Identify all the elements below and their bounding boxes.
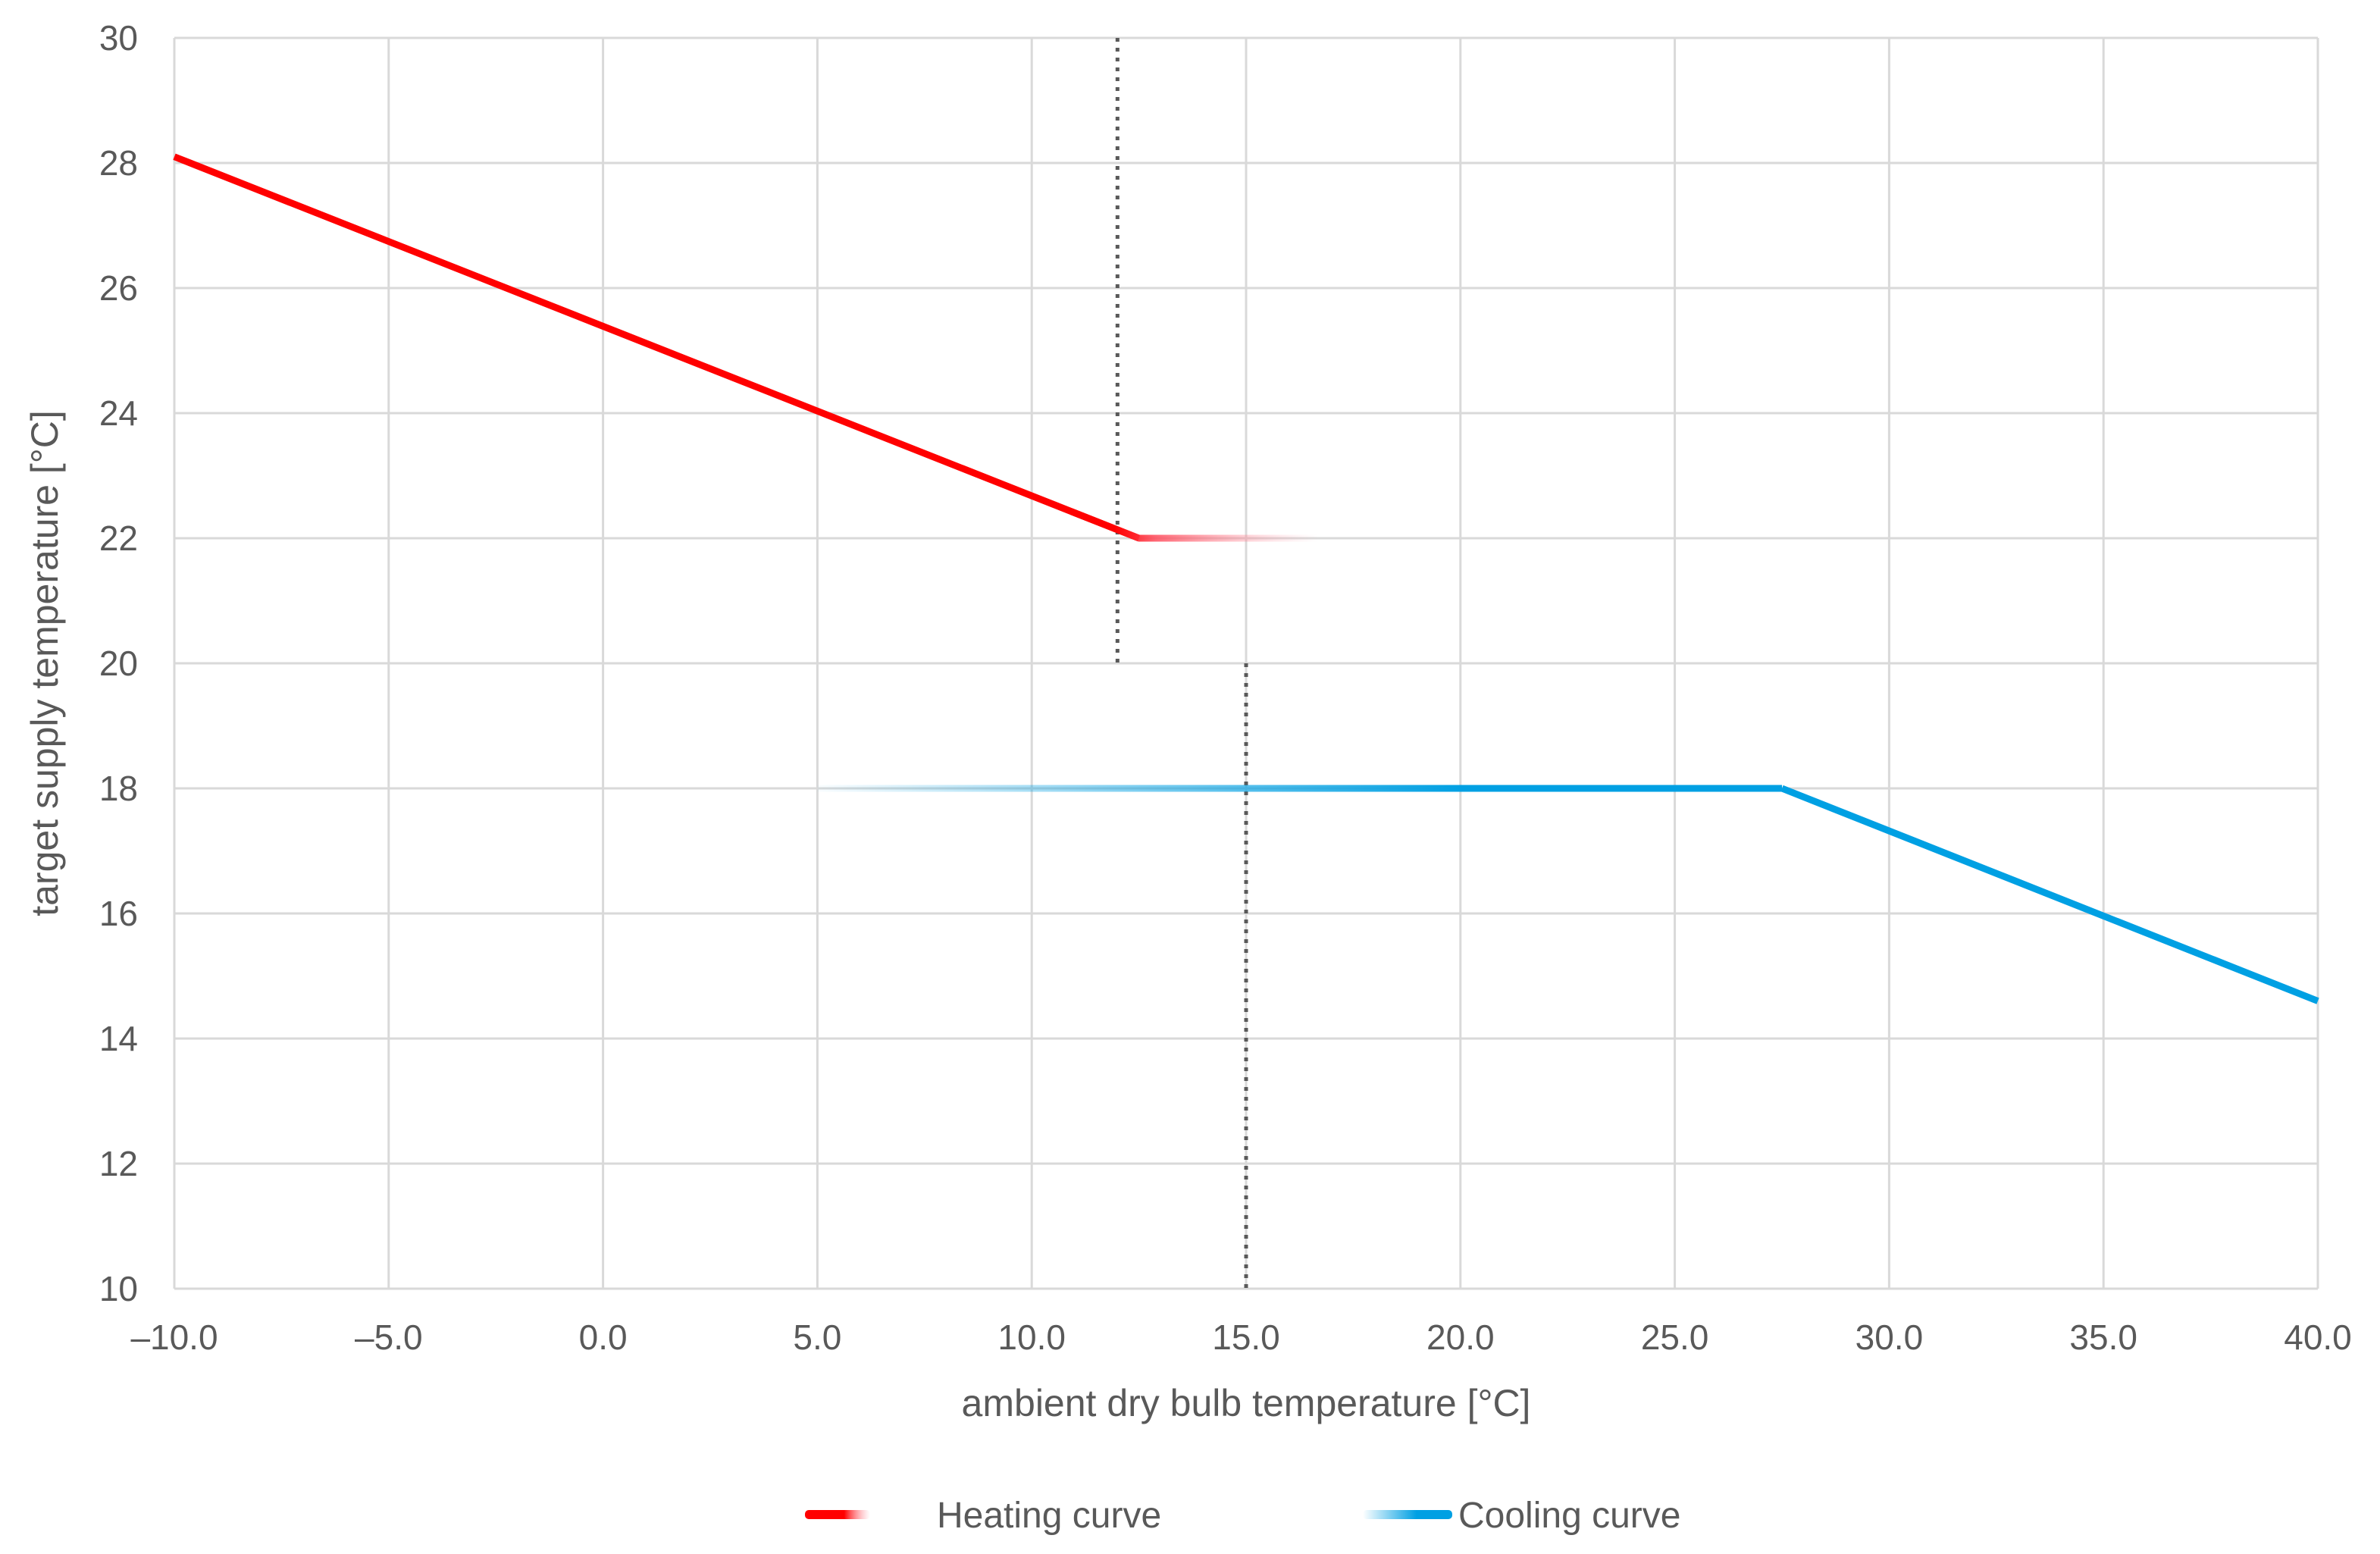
y-tick-label: 20 <box>99 644 138 683</box>
x-tick-label: 15.0 <box>1212 1317 1280 1357</box>
x-tick-label: 40.0 <box>2284 1317 2352 1357</box>
x-tick-label: 20.0 <box>1426 1317 1495 1357</box>
y-tick-label: 30 <box>99 18 138 58</box>
x-tick-label: 35.0 <box>2069 1317 2137 1357</box>
x-tick-label: –10.0 <box>130 1317 218 1357</box>
x-tick-label: 10.0 <box>997 1317 1066 1357</box>
y-tick-label: 26 <box>99 268 138 308</box>
y-tick-label: 22 <box>99 519 138 558</box>
y-tick-label: 12 <box>99 1144 138 1183</box>
y-tick-label: 10 <box>99 1269 138 1308</box>
legend: Heating curve Cooling curve <box>805 1496 1680 1536</box>
x-tick-label: 25.0 <box>1641 1317 1709 1357</box>
x-tick-label: 0.0 <box>579 1317 628 1357</box>
y-tick-label: 14 <box>99 1019 138 1058</box>
y-tick-label: 28 <box>99 143 138 183</box>
x-tick-label: –5.0 <box>355 1317 423 1357</box>
y-tick-label: 16 <box>99 894 138 933</box>
legend-label-cooling: Cooling curve <box>1458 1496 1680 1536</box>
series-lines <box>173 153 2319 1004</box>
legend-swatch-cooling <box>1363 1510 1452 1519</box>
x-axis-tick-labels: –10.0 –5.0 0.0 5.0 10.0 15.0 20.0 25.0 30.0 35.0 4… <box>130 1317 2351 1357</box>
legend-swatch-heating <box>805 1510 870 1519</box>
x-tick-label: 5.0 <box>793 1317 841 1357</box>
cooling-curve-line <box>1780 785 2319 1004</box>
heating-curve-line <box>173 153 1141 542</box>
y-tick-label: 18 <box>99 769 138 808</box>
x-tick-label: 30.0 <box>1855 1317 1924 1357</box>
y-tick-label: 24 <box>99 393 138 433</box>
y-axis-title: target supply temperature [°C] <box>23 410 66 916</box>
y-axis-tick-labels: 10 12 14 16 18 20 22 24 26 28 30 <box>99 18 138 1308</box>
legend-label-heating: Heating curve <box>937 1496 1161 1536</box>
x-axis-title: ambient dry bulb temperature [°C] <box>962 1382 1531 1424</box>
heating-curve-faded-tail <box>1069 508 1332 542</box>
